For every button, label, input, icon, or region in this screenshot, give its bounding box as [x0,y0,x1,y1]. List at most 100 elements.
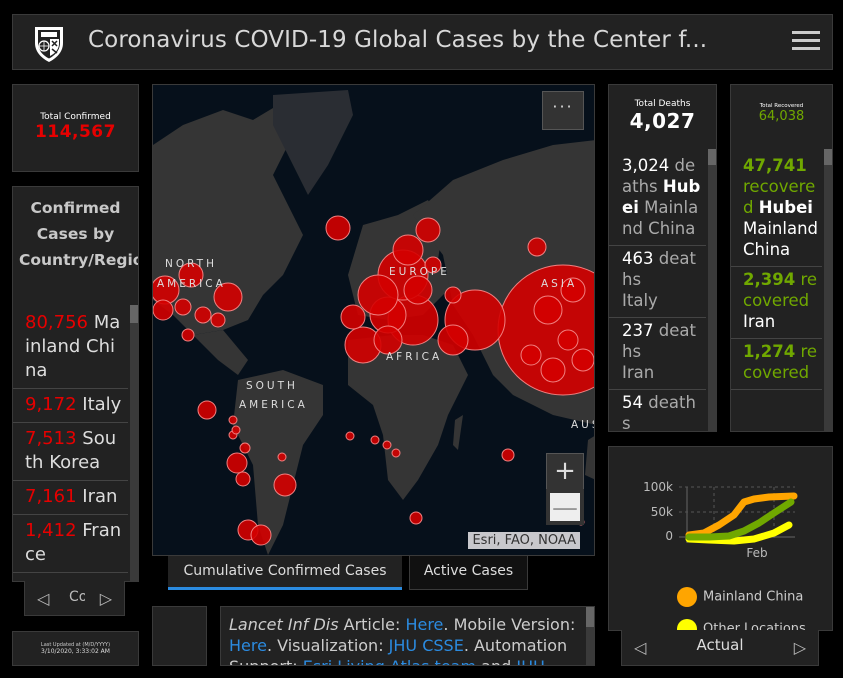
esri-link[interactable]: Esri Living Atlas team [303,657,476,665]
province: Hubei [622,177,701,217]
total-recovered-panel: Total Recovered 64,038 47,741 recovered … [730,84,833,432]
death-count: 237 [622,321,654,340]
confirmed-by-country-heading: Confirmed Cases by Country/Region [19,199,138,269]
recovered-count: 1,274 [743,342,796,361]
total-deaths-label: Total Deaths [634,99,691,109]
next-arrow-icon[interactable]: ▷ [793,638,806,657]
list-item[interactable]: 1,412 France [13,515,128,573]
map-label-africa: AFRICA [386,351,443,363]
case-count: 1,412 [25,520,77,541]
prev-arrow-icon[interactable]: ◁ [634,638,647,657]
info-side-panel [152,606,207,666]
place-name: Italy [82,394,122,415]
list-item[interactable]: 3,024 deaths Hubei Mainland China [609,153,706,246]
map-label-asia: ASIA [541,278,578,290]
list-item[interactable]: 7,161 Iran [13,481,128,515]
mobile-version-link[interactable]: Here [229,636,267,655]
world-map[interactable]: NORTH AMERICA EUROPE ASIA AFRICA SOUTH A… [152,84,595,556]
cases-line-chart[interactable]: 100k 50k 0 Feb [609,447,833,567]
unit: recovered [743,270,818,310]
page-title: Coronavirus COVID-19 Global Cases by the… [88,27,708,53]
map-canvas [153,90,594,555]
last-updated-card: Last Updated at (M/D/YYYY) 3/10/2020, 3:… [12,631,139,666]
next-arrow-icon[interactable]: ▷ [99,589,112,608]
unit: deaths [622,321,696,361]
confirmed-by-country-panel: Confirmed Cases by Country/Region 80,756… [12,186,139,582]
zoom-in-button[interactable]: + [546,453,584,491]
unit: deaths [622,156,696,196]
list-item[interactable]: 237 deaths Iran [609,318,706,390]
place-name: Iran [743,312,776,331]
prev-arrow-icon[interactable]: ◁ [37,589,50,608]
visualization-link[interactable]: JHU CSSE [388,636,464,655]
case-count: 7,161 [25,486,77,507]
legend-label: Mainland China [703,589,804,605]
death-count: 463 [622,249,654,268]
map-label-south: SOUTH [246,380,298,392]
list-item[interactable]: 9,172 Italy [13,389,128,423]
place-name: Italy [622,291,658,310]
total-recovered-value: 64,038 [758,109,805,124]
place-name: Mainland China [743,219,819,259]
last-updated-value: 3/10/2020, 3:33:02 AM [41,648,110,655]
university-shield-icon [29,23,69,63]
map-label-australia: AUS [571,419,594,431]
list-item[interactable]: 54 deaths [609,390,706,432]
yellow-dot-icon [677,619,697,630]
tab-cumulative-confirmed[interactable]: Cumulative Confirmed Cases [168,556,402,590]
total-deaths-value: 4,027 [629,109,696,133]
jhu-link[interactable]: JHU [516,657,544,665]
map-label-south-america: AMERICA [239,399,308,411]
hamburger-menu-icon[interactable] [792,27,820,55]
list-item[interactable]: 7,513 South Korea [13,423,128,481]
province: Hubei [758,198,813,217]
zoom-out-button[interactable]: — [546,489,584,525]
more-options-button[interactable]: ··· [542,91,584,130]
list-item[interactable]: 80,756 Mainland China [13,307,128,389]
case-count: 7,513 [25,428,77,449]
article-link[interactable]: Here [405,615,444,634]
list-item[interactable]: 2,394 recovered Iran [731,267,822,339]
list-item[interactable]: 1,274 recovered [731,339,822,390]
orange-dot-icon [677,587,697,607]
death-count: 54 [622,393,643,412]
unit: recovered [743,177,816,217]
list-item[interactable]: 463 deaths Italy [609,246,706,318]
case-count: 80,756 [25,312,88,333]
total-confirmed-label: Total Confirmed [40,112,111,122]
map-attribution: Esri, FAO, NOAA [468,532,580,549]
list-item[interactable]: 47,741 recovered Hubei Mainland China [731,153,822,267]
y-tick-50k: 50k [651,505,673,519]
info-text: and [476,657,516,665]
total-deaths-panel: Total Deaths 4,027 3,024 deaths Hubei Ma… [608,84,717,432]
legend-item-mainland-china[interactable]: Mainland China [677,587,803,607]
recovered-scrollbar[interactable] [824,149,832,431]
info-scrollbar[interactable] [586,607,594,665]
legend-item-other-locations[interactable]: Other Locations [677,619,806,631]
y-tick-100k: 100k [643,480,673,494]
info-text: Article: [338,615,406,634]
legend-label: Other Locations [703,621,806,631]
info-text-panel: Lancet Inf Dis Article: Here. Mobile Ver… [220,606,595,666]
cases-chart-panel: 100k 50k 0 Feb Mainland China Other Loca… [608,446,833,631]
deaths-list: 3,024 deaths Hubei Mainland China 463 de… [609,153,706,432]
unit: deaths [622,393,696,432]
case-count: 9,172 [25,394,77,415]
deaths-scrollbar[interactable] [708,149,716,431]
recovered-count: 2,394 [743,270,796,289]
country-list: 80,756 Mainland China 9,172 Italy 7,513 … [13,307,128,573]
country-list-nav: ◁ Co ▷ [24,581,125,616]
unit: deaths [622,249,696,289]
y-tick-0: 0 [665,529,673,543]
place-name: South Korea [25,428,117,473]
country-list-scrollbar[interactable] [130,305,138,581]
place-name: Mainland China [25,312,121,381]
tab-active-cases[interactable]: Active Cases [409,556,528,590]
info-text: . Automation Support: [229,636,568,665]
app-header: Coronavirus COVID-19 Global Cases by the… [12,14,833,70]
death-count: 3,024 [622,156,670,175]
journal-name: Lancet Inf Dis [229,615,339,634]
unit: recovered [743,342,818,382]
last-updated-label: Last Updated at (M/D/YYYY) [40,642,111,648]
info-text: . Visualization: [266,636,389,655]
